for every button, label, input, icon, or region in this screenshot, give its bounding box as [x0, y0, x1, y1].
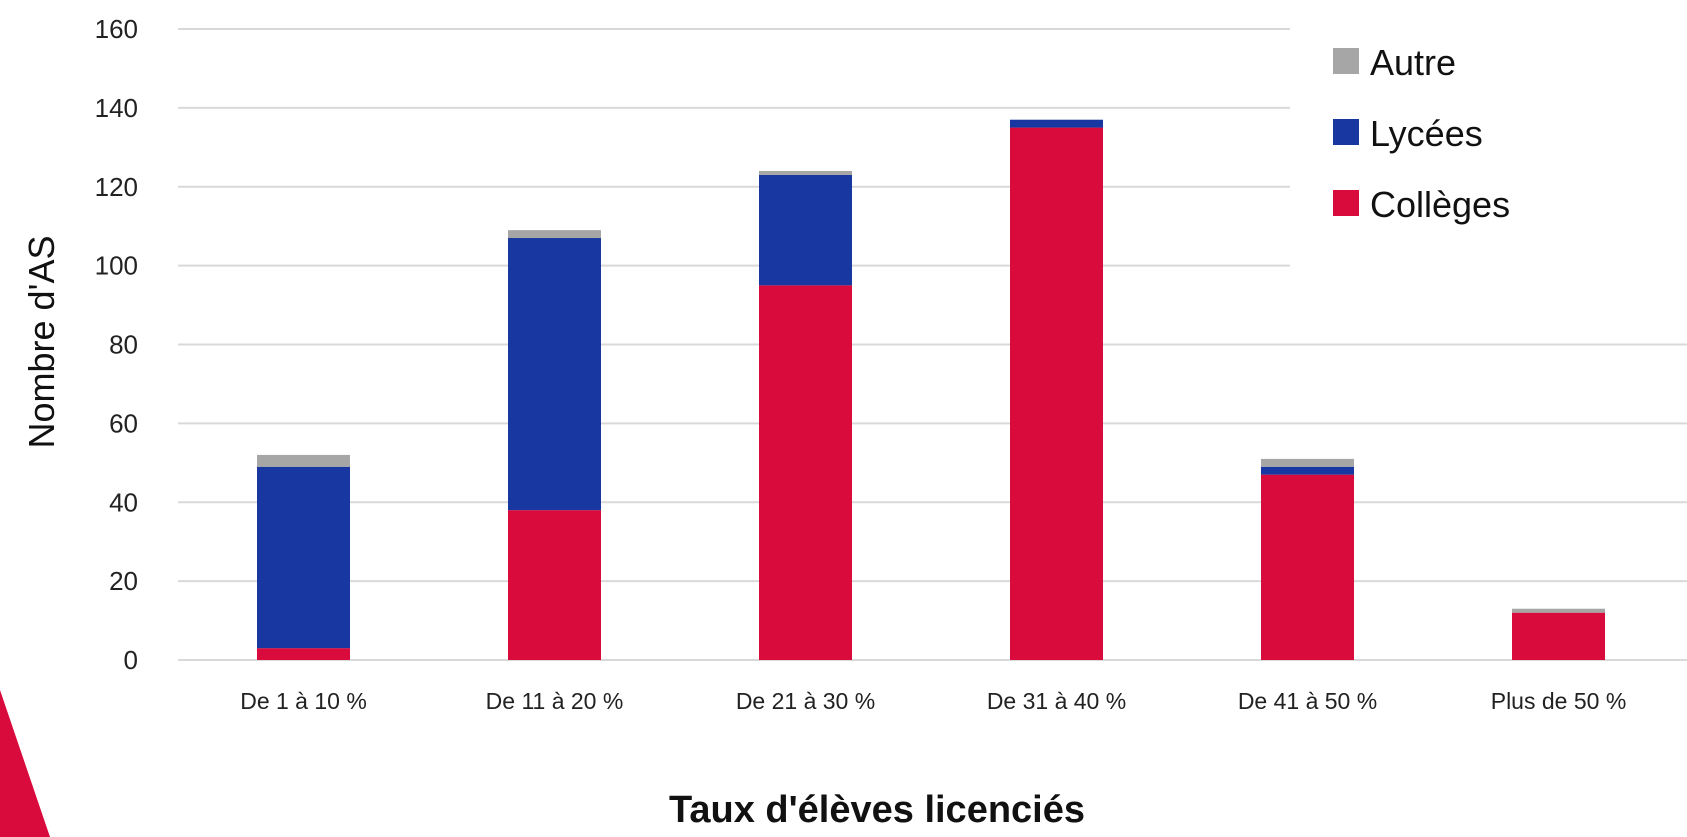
bar-segment — [508, 510, 601, 660]
x-tick-label: Plus de 50 % — [1491, 688, 1627, 714]
x-tick-label: De 1 à 10 % — [240, 688, 367, 714]
x-tick-label: De 41 à 50 % — [1238, 688, 1377, 714]
bar-segment — [257, 466, 350, 649]
bar-segment — [759, 174, 852, 286]
bar-segment — [508, 230, 601, 239]
y-tick-label: 140 — [95, 93, 138, 123]
bar-segment — [257, 454, 350, 467]
bar-segment — [1261, 466, 1354, 475]
gridlines — [178, 28, 1687, 661]
y-tick-label: 0 — [124, 645, 138, 675]
bar-segment — [759, 170, 852, 175]
bar-segment — [1512, 608, 1605, 613]
bar-segment — [1261, 474, 1354, 660]
y-tick-label: 100 — [95, 251, 138, 281]
y-tick-label: 40 — [109, 487, 138, 517]
bar-segment — [257, 648, 350, 660]
legend: Autre Lycées Collèges — [1333, 42, 1510, 225]
x-tick-label: De 31 à 40 % — [987, 688, 1126, 714]
x-axis-ticks: De 1 à 10 % De 11 à 20 % De 21 à 30 % De 31… — [240, 688, 1626, 714]
bar-segment — [1512, 612, 1605, 660]
y-tick-label: 80 — [109, 330, 138, 360]
legend-swatch — [1333, 119, 1359, 145]
legend-label: Autre — [1370, 42, 1456, 83]
bar-segment — [1010, 127, 1103, 660]
legend-swatch — [1333, 48, 1359, 74]
corner-decoration — [0, 690, 50, 837]
legend-swatch — [1333, 190, 1359, 216]
y-tick-label: 160 — [95, 14, 138, 44]
bar-segment — [759, 285, 852, 660]
bar-segment — [1261, 458, 1354, 467]
bars — [257, 119, 1605, 660]
legend-label: Collèges — [1370, 184, 1510, 225]
y-tick-label: 60 — [109, 408, 138, 438]
x-axis-title: Taux d'élèves licenciés — [669, 789, 1085, 831]
x-tick-label: De 21 à 30 % — [736, 688, 875, 714]
y-axis-title: Nombre d'AS — [21, 236, 62, 449]
y-axis-ticks: 0 20 40 60 80 100 120 140 160 — [95, 14, 138, 675]
bar-segment — [508, 238, 601, 511]
y-tick-label: 120 — [95, 172, 138, 202]
legend-label: Lycées — [1370, 113, 1483, 154]
bar-segment — [1010, 119, 1103, 128]
y-tick-label: 20 — [109, 566, 138, 596]
x-tick-label: De 11 à 20 % — [486, 688, 624, 714]
